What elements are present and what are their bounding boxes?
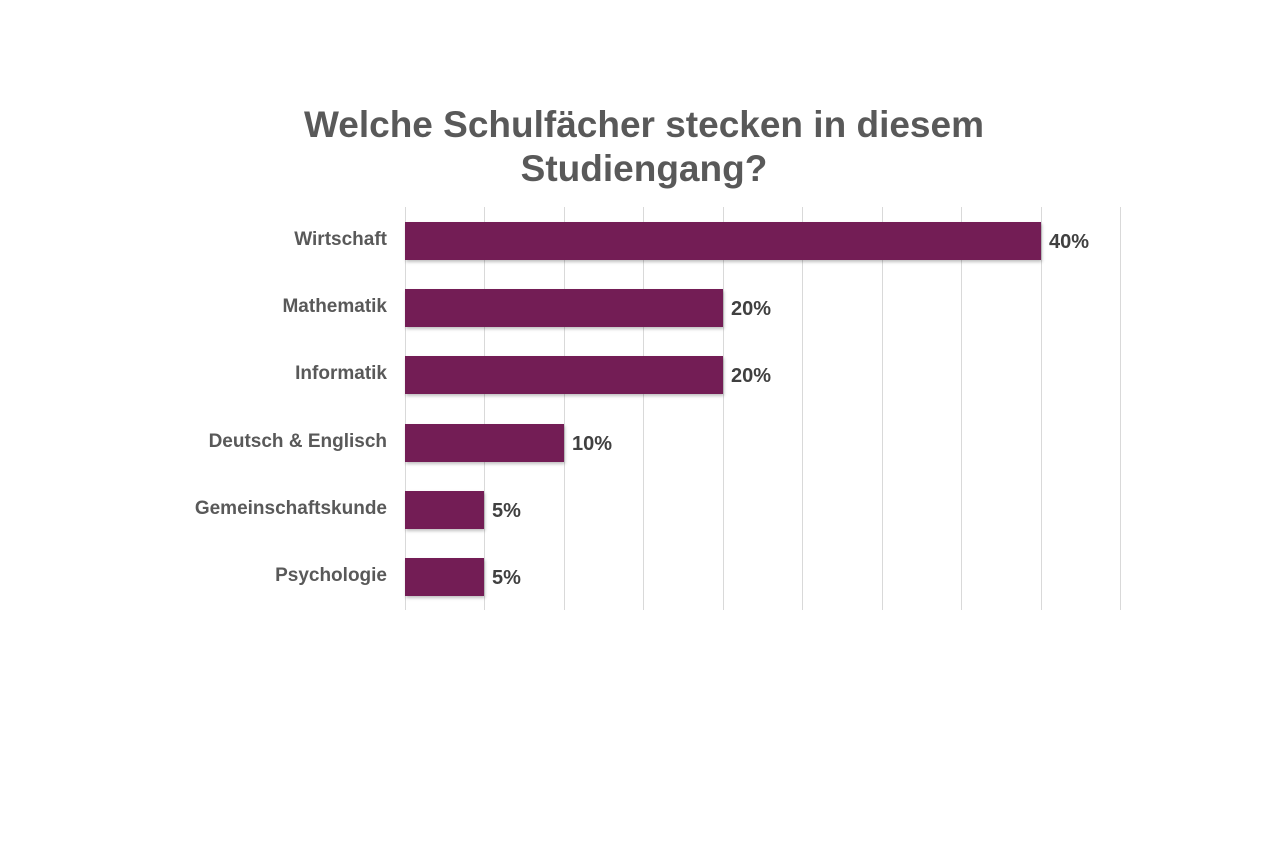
chart-title-line-2: Studiengang? <box>520 148 768 189</box>
category-label: Wirtschaft <box>294 229 387 250</box>
gridline <box>643 207 644 610</box>
data-label: 10% <box>572 433 613 455</box>
chart-title-line-1: Welche Schulfächer stecken in diesem <box>304 104 984 145</box>
chart-title: Welche Schulfächer stecken in diesem Stu… <box>240 103 1048 191</box>
bar <box>405 491 484 529</box>
data-label: 5% <box>492 567 521 589</box>
data-label: 40% <box>1049 231 1090 253</box>
bar <box>405 356 723 394</box>
bar <box>405 424 564 462</box>
category-label: Mathematik <box>282 296 387 317</box>
gridline <box>564 207 565 610</box>
category-label: Gemeinschaftskunde <box>194 498 387 519</box>
category-label: Psychologie <box>275 565 387 586</box>
bar <box>405 289 723 327</box>
data-label: 20% <box>731 365 772 387</box>
bar <box>405 558 484 596</box>
gridline <box>1041 207 1042 610</box>
plot-area: 40% 20% 20% 10% 5% 5% <box>405 207 1121 610</box>
gridline <box>882 207 883 610</box>
data-label: 20% <box>731 298 772 320</box>
gridline <box>723 207 724 610</box>
gridline <box>1120 207 1121 610</box>
bar <box>405 222 1041 260</box>
gridline <box>484 207 485 610</box>
category-label: Informatik <box>295 363 387 384</box>
gridline <box>961 207 962 610</box>
gridline <box>405 207 406 610</box>
gridline <box>802 207 803 610</box>
data-label: 5% <box>492 500 521 522</box>
category-label: Deutsch & Englisch <box>208 431 387 452</box>
